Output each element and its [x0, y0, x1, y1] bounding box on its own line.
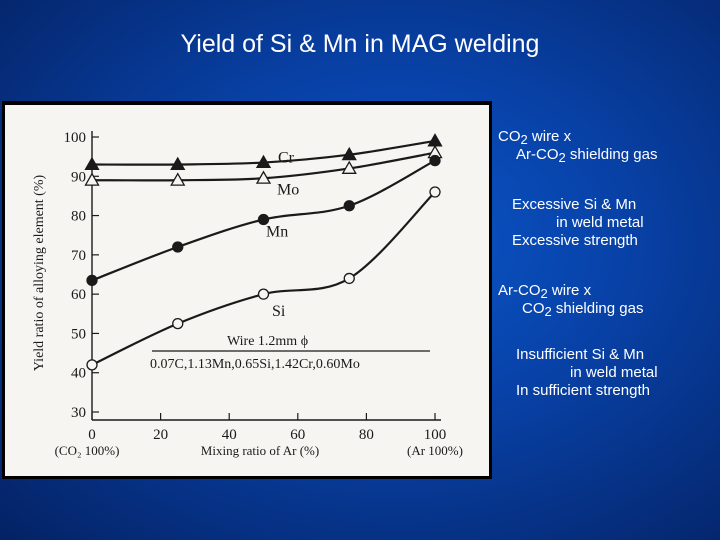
chart-series: Cr Mo Mn Si: [84, 133, 443, 371]
data-point-mo: [170, 172, 186, 186]
slide-title: Yield of Si & Mn in MAG welding: [180, 30, 540, 58]
note-case2-result: Insufficient Si & Mn in weld metal In su…: [516, 346, 658, 400]
note-case1-title-line2: Ar-CO2 shielding gas: [516, 146, 658, 165]
note-case2-title-line2: CO2 shielding gas: [522, 300, 644, 319]
y-tick-label: 40: [71, 366, 86, 382]
data-point-cr: [255, 154, 272, 169]
y-tick-label: 60: [71, 287, 86, 303]
note-case1-result: Excessive Si & Mn in weld metal Excessiv…: [512, 196, 644, 250]
chart-figure: 30 40 50 60 70 80 90 100 0 20 40 60 80 100 Cr Mo Mn Si Y…: [5, 105, 489, 476]
x-tick-label: 100: [424, 427, 447, 443]
data-point-cr: [170, 156, 186, 171]
chart-axes: [91, 131, 441, 421]
data-point-si: [257, 288, 270, 300]
data-point-mo: [84, 172, 100, 186]
data-point-mn: [343, 200, 355, 212]
note-case2-title-line1: Ar-CO2 wire x: [498, 282, 592, 301]
x-end-label-right: (Ar 100%): [407, 443, 463, 458]
note-case2-result-line3: In sufficient strength: [516, 382, 650, 399]
note-case1-result-line2: in weld metal: [556, 214, 644, 231]
x-tick-label: 80: [359, 427, 374, 443]
series-label-si: Si: [272, 303, 286, 320]
note-case1-title: CO2 wire x Ar-CO2 shielding gas: [498, 128, 657, 164]
data-point-mn: [172, 241, 184, 253]
x-tick-label: 20: [153, 427, 168, 443]
x-tick-label: 40: [222, 427, 237, 443]
x-tick-label: 60: [290, 427, 305, 443]
x-tick-label: 0: [88, 427, 96, 443]
series-label-mo: Mo: [277, 181, 299, 198]
chart-ticks: 30 40 50 60 70 80 90 100 0 20 40 60 80 100: [64, 130, 447, 443]
y-tick-label: 70: [71, 248, 86, 264]
data-point-mn: [257, 213, 270, 226]
data-point-si: [429, 186, 441, 198]
data-point-mn: [429, 154, 441, 167]
note-case1-result-line3: Excessive strength: [512, 232, 638, 249]
data-point-cr: [84, 156, 100, 171]
data-point-si: [86, 359, 98, 371]
data-point-si: [172, 317, 184, 330]
note-case1-title-line1: CO2 wire x: [498, 128, 572, 147]
figure-frame: 30 40 50 60 70 80 90 100 0 20 40 60 80 100 Cr Mo Mn Si Y…: [2, 101, 492, 479]
note-case2-result-line2: in weld metal: [570, 364, 658, 381]
y-tick-label: 50: [71, 326, 86, 342]
chart-svg: 30 40 50 60 70 80 90 100 0 20 40 60 80 100 Cr Mo Mn Si Y…: [32, 130, 463, 458]
y-tick-label: 90: [71, 169, 86, 185]
data-point-cr: [427, 133, 443, 147]
y-axis-label: Yield ratio of alloying element (%): [32, 174, 47, 371]
x-end-label-left: (CO₂ 100%): [55, 443, 120, 458]
note-case2-result-line1: Insufficient Si & Mn: [516, 346, 645, 363]
data-point-cr: [341, 146, 357, 161]
x-axis-label: Mixing ratio of Ar (%): [201, 443, 319, 458]
data-point-mo: [255, 170, 272, 184]
note-case2-title: Ar-CO2 wire x CO2 shielding gas: [498, 282, 643, 318]
series-label-cr: Cr: [278, 150, 295, 167]
y-tick-label: 100: [64, 130, 87, 146]
annotation-wire: Wire 1.2mm ϕ: [227, 334, 308, 349]
note-case1-result-line1: Excessive Si & Mn: [512, 196, 637, 213]
data-point-mo: [341, 160, 357, 174]
y-tick-label: 80: [71, 209, 86, 225]
y-tick-label: 30: [71, 405, 86, 421]
data-point-mn: [86, 274, 98, 287]
annotation-composition: 0.07C,1.13Mn,0.65Si,1.42Cr,0.60Mo: [150, 357, 360, 372]
data-point-si: [343, 272, 355, 285]
series-label-mn: Mn: [266, 224, 288, 241]
